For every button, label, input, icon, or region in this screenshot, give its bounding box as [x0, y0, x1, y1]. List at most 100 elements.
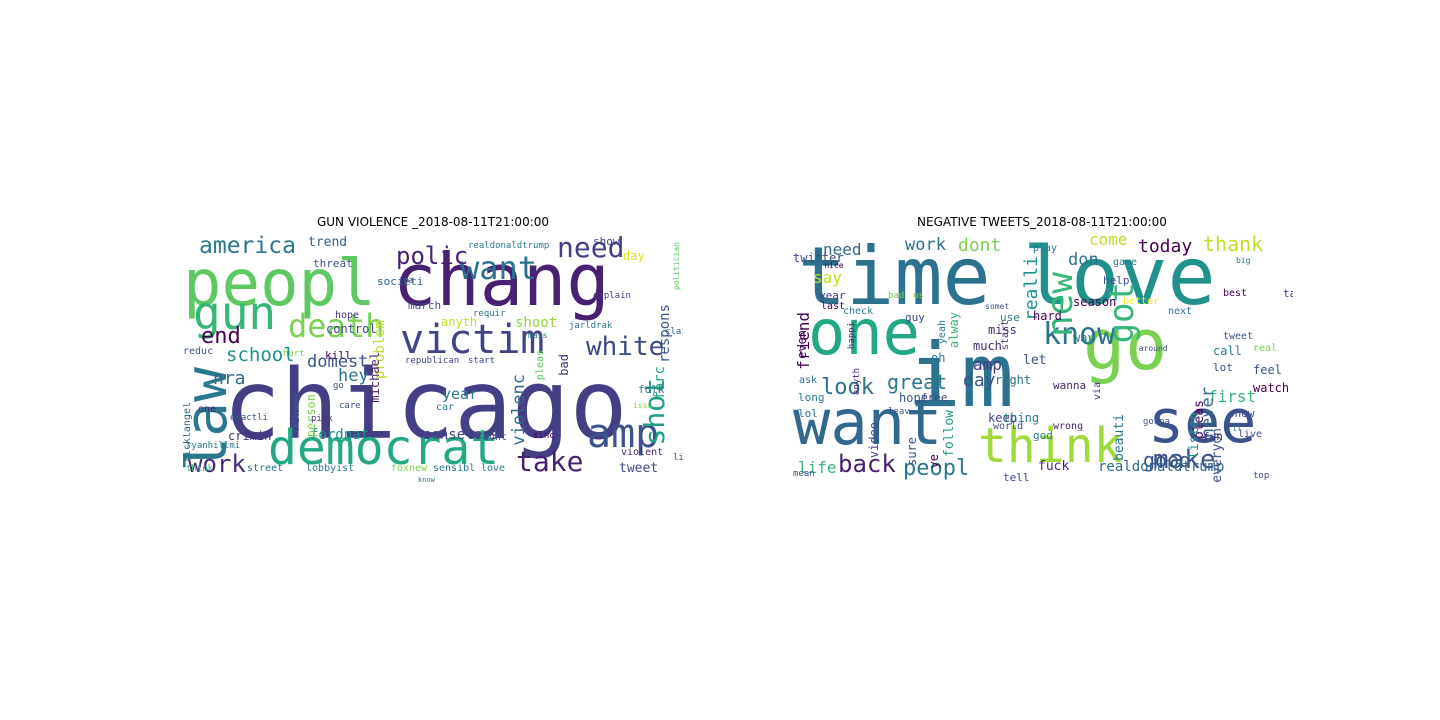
word-cloud-word: don [1068, 252, 1099, 269]
right-word-cloud: im time love one go want see think know got new mak… [793, 232, 1293, 484]
word-cloud-word: polic [396, 244, 468, 268]
word-cloud-word: us [913, 292, 924, 301]
word-cloud-word: america [199, 235, 296, 258]
word-cloud-word: even [796, 330, 808, 359]
word-cloud-word: car [436, 403, 454, 413]
word-cloud-word: world [993, 422, 1023, 432]
word-cloud-word: wrong [1053, 422, 1083, 432]
word-cloud-word: start [1001, 320, 1011, 350]
word-cloud-word: ask [799, 376, 817, 386]
word-cloud-word: next [1168, 307, 1192, 317]
word-cloud-word: call [1213, 345, 1242, 357]
word-cloud-word: white [586, 334, 664, 360]
word-cloud-word: check [843, 307, 873, 317]
word-cloud-word: oh [931, 352, 945, 364]
word-cloud-word: threat [313, 258, 353, 269]
word-cloud-word: michael [369, 352, 381, 403]
word-cloud-word: play [1033, 244, 1057, 254]
word-cloud-word: come [1089, 232, 1128, 248]
word-cloud-word: feel [1253, 364, 1282, 376]
word-cloud-word: got [1105, 282, 1139, 343]
left-word-cloud: chicago chang peopl democrat victim amp law gun… [183, 232, 683, 484]
word-cloud-word: go [333, 382, 344, 391]
word-cloud-word: anyth [853, 368, 862, 395]
left-panel-title: GUN VIOLENCE _2018-08-11T21:00:00 [317, 215, 549, 229]
word-cloud-word: lol [798, 408, 818, 419]
word-cloud-word: around [1139, 345, 1168, 353]
word-cloud-word: march [408, 300, 441, 311]
word-cloud-word: realdonaldtrump [468, 242, 549, 251]
word-cloud-word: hope [335, 311, 359, 321]
word-cloud-word: foxnew [391, 464, 427, 474]
right-panel-title: NEGATIVE TWEETS_2018-08-11T21:00:00 [917, 215, 1167, 229]
word-cloud-word: sensibl [433, 464, 475, 474]
word-cloud-word: think [186, 465, 213, 474]
word-cloud-word: jarldrak [569, 322, 612, 331]
word-cloud-word: thank [1203, 234, 1263, 254]
word-cloud-word: day [623, 250, 645, 262]
word-cloud-word: requir [473, 310, 506, 319]
word-cloud-word: talk [1283, 288, 1293, 299]
word-cloud-word: amp [973, 357, 1002, 373]
word-cloud-word: violenc [511, 374, 528, 446]
word-cloud-word: year [819, 290, 846, 301]
word-cloud-word: real [1253, 344, 1277, 354]
word-cloud-word: bad [888, 292, 904, 301]
word-cloud-word: trend [308, 236, 347, 249]
word-cloud-word: ye [928, 454, 940, 468]
word-cloud-word: show [593, 236, 620, 247]
word-cloud-word: great [887, 372, 947, 392]
word-cloud-word: tell [1003, 472, 1030, 483]
word-cloud-word: exactli [230, 414, 268, 423]
word-cloud-word: bad [558, 354, 570, 376]
word-cloud-word: live [673, 454, 683, 463]
word-cloud-word: politician [673, 242, 681, 290]
word-cloud-word: street [247, 464, 283, 474]
word-cloud-word: via [1093, 382, 1103, 400]
word-cloud-word: fun [1203, 431, 1223, 442]
word-cloud-word: lot [1213, 362, 1233, 373]
word-cloud-word: mean [793, 470, 815, 479]
word-cloud-word: dont [483, 433, 507, 443]
word-cloud-word: lobbyist [306, 464, 354, 474]
word-cloud-word: one [198, 405, 216, 415]
word-cloud-word: video [868, 422, 880, 458]
word-cloud-word: sinc [533, 432, 555, 441]
word-cloud-word: alway [948, 312, 960, 348]
word-cloud-word: nice [824, 262, 843, 270]
word-cloud-word: ll [1232, 425, 1242, 433]
word-cloud-word: mass [528, 332, 547, 340]
word-cloud-word: top [1253, 472, 1269, 481]
word-cloud-word: tweet [619, 462, 658, 475]
word-cloud-word: explain [593, 292, 631, 301]
word-cloud-word: gonna [1143, 418, 1170, 427]
word-cloud-word: children [293, 394, 301, 433]
word-cloud-word: know [418, 477, 435, 484]
word-cloud-word: control [326, 323, 377, 335]
word-cloud-word: nra [213, 370, 246, 388]
word-cloud-word: republican [405, 357, 459, 366]
word-cloud-word: listen [1188, 412, 1201, 459]
word-cloud-word: folk [638, 384, 665, 395]
word-cloud-word: best [1223, 289, 1247, 299]
word-cloud-word: season [1073, 296, 1116, 308]
word-cloud-word: let [1023, 354, 1046, 367]
word-cloud-word: free [921, 392, 948, 403]
word-cloud-word: guy [905, 312, 925, 323]
word-cloud-word: way [1073, 332, 1095, 344]
word-cloud-word: pleas [536, 350, 546, 380]
word-cloud-word: somet [985, 303, 1009, 311]
word-cloud-word: big [1236, 257, 1250, 265]
word-cloud-word: long [798, 392, 825, 403]
word-cloud-word: leav [888, 408, 910, 417]
word-cloud-word: tweet [1223, 332, 1253, 342]
word-cloud-word: want [460, 252, 537, 284]
word-cloud-word: sure [906, 437, 918, 466]
word-cloud-word: beauti [1113, 414, 1126, 461]
word-cloud-word: hurt [283, 350, 305, 359]
word-cloud-word: ryanhillmi [186, 442, 240, 451]
word-cloud-word: help [1103, 275, 1130, 286]
word-cloud-word: year [442, 387, 478, 402]
word-cloud-word: last [821, 302, 845, 312]
word-cloud-word: take [516, 448, 583, 476]
